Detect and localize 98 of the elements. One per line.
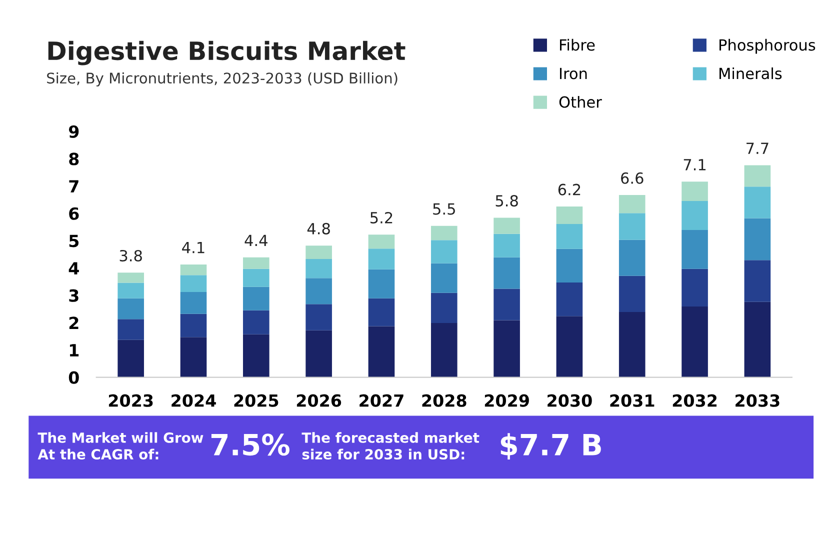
text: The Market will Grow At the CAGR of: <box>38 432 204 460</box>
y-tick-label: 9 <box>68 125 79 138</box>
y-tick-label: 0 <box>68 371 79 384</box>
total-label: 6.2 <box>558 184 580 196</box>
bar <box>118 282 144 298</box>
bar <box>618 240 646 276</box>
bar <box>618 312 646 378</box>
bar <box>118 298 144 320</box>
bar <box>618 195 646 214</box>
total-label: 7.7 <box>746 142 768 154</box>
legend-label: Minerals <box>720 67 782 80</box>
text: The forecasted market size for 2033 in USD: <box>302 432 480 460</box>
y-tick-label: 4 <box>68 262 79 274</box>
total-label: 4.4 <box>244 234 268 246</box>
bar <box>494 257 520 289</box>
total-label: 5.8 <box>496 195 518 207</box>
x-tick-label: 2031 <box>610 394 654 407</box>
x-tick-label: 2024 <box>172 394 216 407</box>
bar <box>306 304 332 330</box>
chart-title: Digestive Biscuits Market <box>48 40 406 66</box>
bar <box>242 334 270 378</box>
x-tick-label: 2027 <box>360 394 404 407</box>
x-tick-label: 2025 <box>234 394 278 407</box>
bar <box>682 306 708 378</box>
bar <box>682 268 708 307</box>
bar <box>368 298 395 326</box>
total-label: 3.8 <box>120 250 142 262</box>
bar <box>494 218 520 234</box>
bar <box>682 201 708 230</box>
chart-subtitle: Size, By Micronutrients, 2023-2033 (USD Billion) <box>47 72 398 86</box>
legend-label: Fibre <box>560 38 595 51</box>
legend-label: Iron <box>560 68 587 80</box>
x-tick-label: 2028 <box>422 394 466 407</box>
bar <box>494 320 520 378</box>
y-tick-label: 5 <box>69 234 79 248</box>
bar <box>430 240 458 264</box>
legend-label: Other <box>559 96 602 108</box>
y-tick-label: 3 <box>69 289 78 302</box>
bar <box>180 292 207 314</box>
bar <box>368 326 395 378</box>
bar <box>430 292 458 323</box>
bar <box>180 337 207 378</box>
bar <box>556 248 583 282</box>
bar <box>744 186 771 218</box>
bar <box>180 275 207 292</box>
bar <box>556 224 583 249</box>
bar <box>306 246 332 259</box>
bar <box>306 330 332 378</box>
y-tick-label: 6 <box>69 207 79 220</box>
bar <box>118 340 144 378</box>
bar <box>368 248 395 270</box>
text: $7.7 B <box>500 433 601 460</box>
y-tick-label: 8 <box>69 152 79 166</box>
bar <box>242 257 270 269</box>
x-tick-label: 2026 <box>296 394 342 407</box>
bar <box>556 282 583 316</box>
bar <box>306 258 332 278</box>
bar <box>242 310 270 334</box>
bar <box>494 288 520 320</box>
bar <box>430 322 458 378</box>
bar <box>118 272 144 283</box>
total-label: 5.2 <box>370 212 392 224</box>
bar <box>430 263 458 293</box>
bar <box>744 165 771 187</box>
x-tick-label: 2033 <box>736 394 780 407</box>
y-tick-label: 7 <box>69 180 78 192</box>
x-tick-label: 2032 <box>672 394 717 407</box>
bar <box>682 230 708 269</box>
bar <box>618 276 646 312</box>
total-label: 6.6 <box>621 172 644 184</box>
bar <box>118 319 144 340</box>
bar <box>744 260 771 302</box>
bar <box>368 234 395 249</box>
bar <box>744 218 771 260</box>
total-label: 4.8 <box>307 222 330 234</box>
bar <box>242 286 270 310</box>
bar <box>242 268 270 287</box>
y-tick-label: 1 <box>70 344 79 356</box>
bar <box>494 234 520 258</box>
bar <box>368 269 395 298</box>
bar <box>180 264 207 276</box>
bar <box>430 226 458 240</box>
x-tick-label: 2030 <box>548 394 592 407</box>
total-label: 7.1 <box>684 159 706 170</box>
bar <box>180 314 207 338</box>
text: 7.5% <box>211 434 290 456</box>
x-tick-label: 2023 <box>108 394 153 407</box>
bar <box>682 182 708 202</box>
x-tick-label: 2029 <box>484 394 529 407</box>
bar <box>618 213 646 240</box>
total-label: 4.1 <box>182 242 204 254</box>
y-tick-label: 2 <box>69 316 78 329</box>
total-label: 5.5 <box>433 203 455 215</box>
bar <box>556 316 583 378</box>
bar <box>744 302 771 378</box>
legend-label: Phosphorous <box>720 38 816 54</box>
bar <box>306 278 332 304</box>
bar <box>556 206 583 224</box>
